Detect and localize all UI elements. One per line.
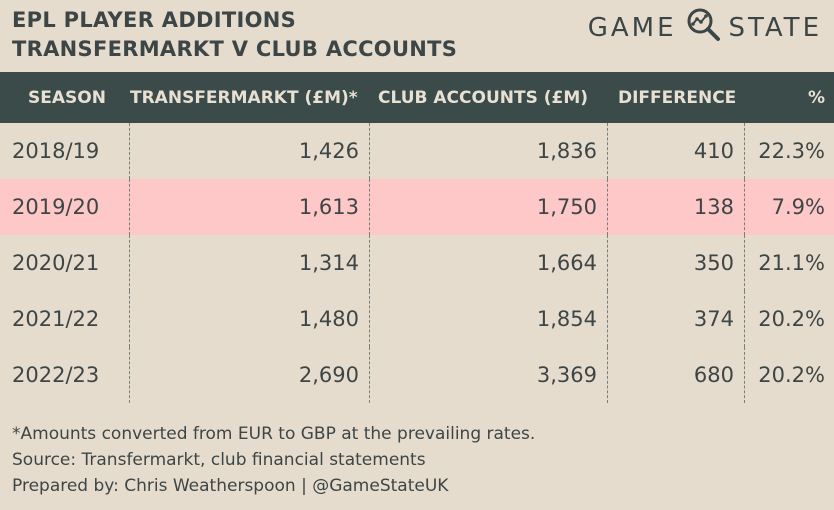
title-block: EPL PLAYER ADDITIONS TRANSFERMARKT V CLU… [12, 6, 457, 64]
cell-club-accounts: 3,369 [370, 347, 608, 403]
cell-difference: 410 [608, 123, 745, 179]
cell-season: 2020/21 [0, 235, 130, 291]
cell-transfermarkt: 1,314 [130, 235, 370, 291]
cell-transfermarkt: 1,480 [130, 291, 370, 347]
cell-club-accounts: 1,750 [370, 179, 608, 235]
title-line-2: TRANSFERMARKT V CLUB ACCOUNTS [12, 37, 458, 61]
cell-difference: 138 [608, 179, 745, 235]
cell-difference: 680 [608, 347, 745, 403]
footnote-conversion: *Amounts converted from EUR to GBP at th… [12, 424, 536, 444]
table-row: 2018/19 1,426 1,836 410 22.3% [0, 123, 834, 179]
cell-club-accounts: 1,854 [370, 291, 608, 347]
cell-season: 2022/23 [0, 347, 130, 403]
table-row-highlighted: 2019/20 1,613 1,750 138 7.9% [0, 179, 834, 235]
brand-word-right: STATE [728, 12, 822, 43]
footnote-source: Source: Transfermarkt, club financial st… [12, 450, 426, 470]
table-header: SEASON TRANSFERMARKT (£M)* CLUB ACCOUNTS… [0, 72, 834, 123]
header-club-accounts: CLUB ACCOUNTS (£M) [378, 87, 589, 108]
table-row: 2020/21 1,314 1,664 350 21.1% [0, 235, 834, 291]
cell-season: 2021/22 [0, 291, 130, 347]
cell-transfermarkt: 2,690 [130, 347, 370, 403]
footnotes: *Amounts converted from EUR to GBP at th… [12, 421, 535, 499]
cell-percent: 20.2% [758, 307, 825, 331]
cell-club-accounts: 1,664 [370, 235, 608, 291]
cell-percent: 7.9% [771, 195, 825, 219]
magnifier-chart-icon [685, 6, 721, 49]
header-season: SEASON [28, 87, 106, 108]
data-table: SEASON TRANSFERMARKT (£M)* CLUB ACCOUNTS… [0, 72, 834, 403]
title-line-1: EPL PLAYER ADDITIONS [12, 8, 297, 32]
cell-season: 2018/19 [0, 123, 130, 179]
cell-percent: 21.1% [758, 251, 825, 275]
brand-logo: GAME STATE [588, 6, 822, 49]
brand-word-left: GAME [587, 12, 677, 43]
table-row: 2021/22 1,480 1,854 374 20.2% [0, 291, 834, 347]
header-transfermarkt: TRANSFERMARKT (£M)* [130, 87, 358, 108]
cell-club-accounts: 1,836 [370, 123, 608, 179]
footnote-credit: Prepared by: Chris Weatherspoon | @GameS… [12, 476, 449, 496]
cell-season: 2019/20 [0, 179, 130, 235]
cell-difference: 374 [608, 291, 745, 347]
header-percent: % [807, 87, 825, 108]
cell-transfermarkt: 1,426 [130, 123, 370, 179]
cell-percent: 20.2% [758, 363, 825, 387]
cell-transfermarkt: 1,613 [130, 179, 370, 235]
cell-percent: 22.3% [758, 139, 825, 163]
table-row: 2022/23 2,690 3,369 680 20.2% [0, 347, 834, 403]
header-difference: DIFFERENCE [618, 87, 737, 108]
cell-difference: 350 [608, 235, 745, 291]
